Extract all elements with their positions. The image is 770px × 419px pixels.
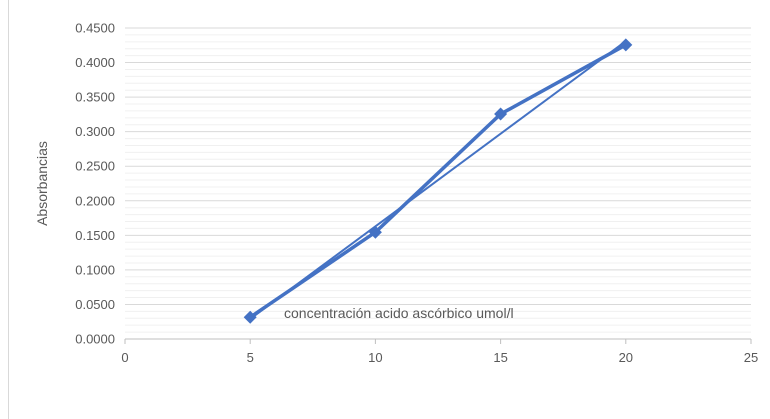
y-axis-title: Absorbancias [34, 141, 50, 226]
data-point-marker [368, 225, 382, 239]
major-gridlines [125, 27, 751, 305]
y-tick-label: 0.4000 [75, 55, 115, 70]
chart-annotation: concentración acido ascórbico umol/l [284, 305, 514, 321]
y-tick-label: 0.1000 [75, 262, 115, 277]
y-axis-tick-labels: 0.0000 0.0500 0.1000 0.1500 0.2000 0.2500 0.30… [75, 21, 115, 347]
y-tick-label: 0.1500 [75, 228, 115, 243]
minor-gridlines [125, 34, 751, 333]
x-axis-tick-labels: 0 5 10 15 20 25 [121, 350, 758, 365]
x-axis-tick-marks [124, 339, 752, 344]
series-markers [243, 38, 633, 324]
x-tick-label: 15 [493, 350, 507, 365]
y-tick-label: 0.2000 [75, 193, 115, 208]
y-tick-label: 0.2500 [75, 159, 115, 174]
x-tick-label: 0 [121, 350, 128, 365]
data-point-marker [494, 107, 508, 121]
x-tick-label: 5 [247, 350, 254, 365]
y-tick-label: 0.0500 [75, 297, 115, 312]
x-tick-label: 25 [744, 350, 758, 365]
y-tick-label: 0.0000 [75, 332, 115, 347]
chart-frame-edge [8, 0, 9, 419]
series-line [249, 43, 627, 319]
x-tick-label: 20 [619, 350, 633, 365]
y-tick-label: 0.3500 [75, 90, 115, 105]
y-tick-label: 0.3000 [75, 124, 115, 139]
x-tick-label: 10 [368, 350, 382, 365]
y-tick-label: 0.4500 [75, 21, 115, 36]
data-point-marker [619, 38, 633, 52]
data-point-marker [243, 310, 257, 324]
